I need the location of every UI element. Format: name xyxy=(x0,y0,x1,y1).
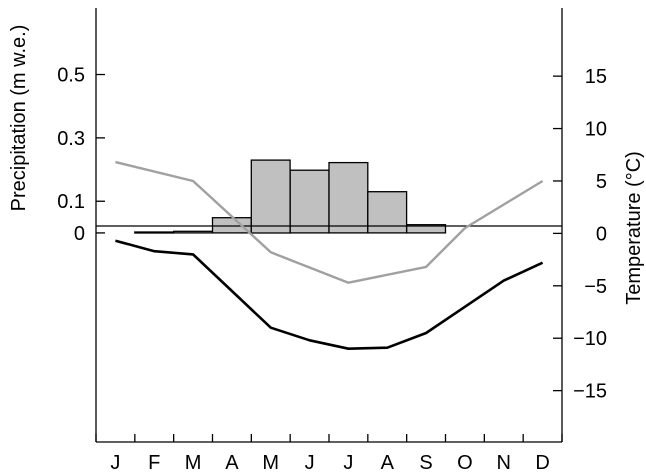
right-tick-label: 0 xyxy=(596,223,607,245)
right-axis-ticks: 15 10 5 0 −5 −10 −15 xyxy=(553,66,607,403)
precipitation-bar xyxy=(328,161,369,234)
month-label: M xyxy=(262,452,279,474)
left-tick-label: 0.5 xyxy=(57,65,85,87)
month-label: F xyxy=(148,452,160,474)
month-label: M xyxy=(185,452,202,474)
temperature-lines xyxy=(115,160,544,351)
month-label: S xyxy=(419,452,432,474)
precipitation-bar xyxy=(250,159,291,234)
precipitation-bar xyxy=(289,169,330,234)
right-tick-label: −10 xyxy=(573,328,607,350)
precipitation-bar xyxy=(406,224,447,234)
left-tick-label: 0.3 xyxy=(57,128,85,150)
precipitation-bars xyxy=(134,159,447,234)
month-label: A xyxy=(225,452,239,474)
right-tick-label: 10 xyxy=(585,119,607,141)
precipitation-bar xyxy=(173,230,214,234)
temperature-line-grey xyxy=(115,160,544,284)
left-tick-label: 0 xyxy=(74,223,85,245)
precipitation-bar xyxy=(367,191,408,234)
precipitation-bar xyxy=(134,231,175,234)
left-axis-title: Precipitation (m w.e.) xyxy=(8,25,30,212)
month-label: A xyxy=(381,452,395,474)
temperature-line-black xyxy=(115,239,544,351)
right-tick-label: −15 xyxy=(573,381,607,403)
right-tick-label: 5 xyxy=(596,171,607,193)
right-axis-title: Temperature (°C) xyxy=(623,151,645,305)
month-label: O xyxy=(457,452,473,474)
left-axis-ticks: 0.5 0.3 0.1 0 xyxy=(57,65,105,245)
month-label: N xyxy=(497,452,511,474)
right-tick-label: −5 xyxy=(584,276,607,298)
month-label: J xyxy=(343,452,353,474)
month-label: J xyxy=(110,452,120,474)
month-label: D xyxy=(535,452,549,474)
left-tick-label: 0.1 xyxy=(57,191,85,213)
month-label: J xyxy=(305,452,315,474)
right-tick-label: 15 xyxy=(585,66,607,88)
